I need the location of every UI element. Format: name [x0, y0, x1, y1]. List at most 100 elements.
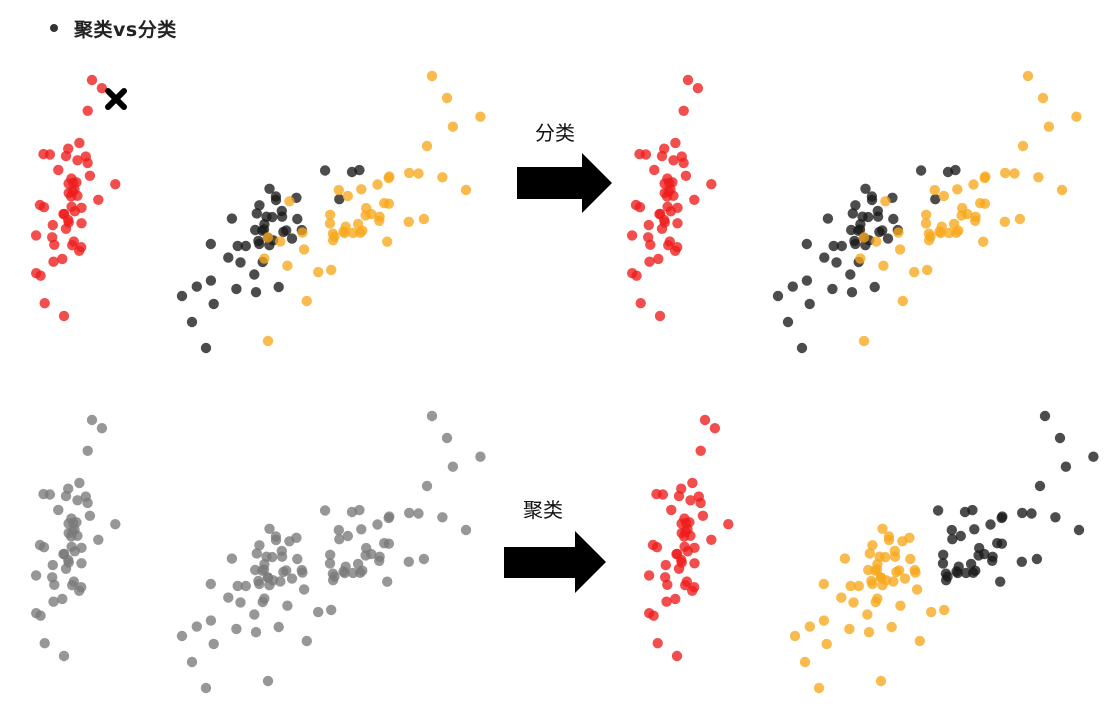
scatter-point — [678, 157, 689, 169]
scatter-point — [63, 527, 74, 539]
scatter-point — [1071, 111, 1082, 122]
scatter-point — [324, 218, 336, 229]
scatter-point — [685, 495, 696, 506]
scatter-point — [664, 236, 675, 247]
scatter-point — [687, 585, 698, 596]
scatter-point — [475, 451, 486, 462]
scatter-point — [250, 287, 262, 298]
scatter-point — [626, 230, 638, 241]
scatter-point — [426, 70, 438, 82]
scatter-point — [635, 298, 646, 309]
scatter-point — [418, 213, 430, 225]
scatter-point — [338, 566, 349, 577]
scatter-point — [951, 227, 962, 238]
scatter-point — [82, 157, 93, 169]
scatter-point — [648, 610, 659, 621]
scatter-point — [361, 202, 372, 214]
scatter-point — [403, 556, 414, 567]
scatter-point — [801, 275, 813, 286]
scatter-point — [447, 121, 459, 132]
scatter-point — [49, 579, 60, 590]
scatter-point — [659, 214, 670, 226]
scatter-point — [313, 266, 324, 278]
scatter-point — [68, 236, 80, 247]
scatter-point — [845, 269, 856, 280]
scatter-point — [208, 298, 219, 310]
scatter-point — [270, 534, 282, 546]
scatter-point — [298, 584, 310, 595]
scatter-point — [372, 519, 383, 530]
scatter-point — [253, 235, 264, 247]
scatter-point — [687, 477, 698, 489]
scatter-point — [1017, 140, 1029, 152]
scatter-point — [275, 236, 286, 247]
scatter-point — [460, 524, 472, 536]
scatter-point — [1043, 121, 1055, 132]
scatter-point — [911, 584, 923, 595]
scatter-point — [76, 202, 87, 213]
scatter-point — [96, 423, 108, 434]
scatter-point — [939, 604, 950, 616]
scatter-point — [49, 239, 60, 250]
scatter-point — [84, 170, 96, 181]
scatter-point — [57, 593, 68, 605]
scatter-point — [863, 211, 874, 223]
scatter-point — [284, 196, 295, 207]
scatter-point — [695, 445, 706, 456]
scatter-point — [267, 551, 278, 563]
scatter-point — [1022, 70, 1034, 82]
scatter-point — [847, 208, 858, 219]
scatter-point — [819, 252, 830, 263]
scatter-point — [240, 240, 251, 252]
scatter-point — [286, 573, 298, 584]
scatter-point — [937, 558, 949, 569]
classification-arrow — [517, 153, 612, 213]
heading-text: 聚类vs分类 — [74, 18, 177, 41]
scatter-point — [680, 170, 692, 181]
scatter-point — [915, 165, 927, 176]
scatter-point — [259, 219, 270, 230]
scatter-point — [659, 187, 670, 199]
scatter-point — [250, 627, 262, 638]
scatter-point — [846, 287, 858, 298]
cross-x-icon — [105, 88, 127, 110]
scatter-point — [883, 534, 895, 546]
scatter-point — [880, 551, 891, 563]
scatter-point — [249, 269, 260, 280]
scatter-point — [877, 580, 888, 591]
scatter-point — [682, 74, 694, 86]
scatter-point — [643, 570, 655, 581]
scatter-point — [679, 513, 690, 524]
scatter-point — [946, 524, 957, 536]
scatter-point — [251, 548, 262, 559]
scatter-point — [60, 150, 72, 162]
scatter-point — [356, 524, 367, 535]
scatter-point — [679, 541, 690, 552]
scatter-point — [652, 638, 663, 649]
scatter-point — [301, 635, 312, 647]
scatter-point — [76, 218, 87, 229]
scatter-point — [355, 227, 366, 238]
scatter-point — [789, 630, 801, 642]
scatter-point — [262, 572, 274, 583]
scatter-point — [673, 490, 685, 502]
scatter-point — [47, 219, 58, 231]
scatter-point — [804, 298, 815, 310]
scatter-point — [880, 196, 891, 207]
top-left-scatter — [30, 70, 486, 354]
scatter-point — [404, 507, 415, 519]
scatter-point — [93, 194, 104, 205]
scatter-point — [886, 621, 897, 633]
scatter-point — [940, 575, 952, 586]
scatter-point — [867, 540, 878, 551]
scatter-point — [93, 534, 104, 545]
scatter-point — [325, 209, 336, 220]
scatter-point — [292, 213, 303, 225]
scatter-point — [437, 172, 448, 183]
scatter-point — [656, 150, 668, 162]
right-arrow-icon — [517, 153, 612, 213]
scatter-point — [1037, 92, 1049, 104]
scatter-point — [871, 236, 882, 247]
scatter-point — [895, 600, 906, 611]
scatter-point — [872, 559, 883, 570]
